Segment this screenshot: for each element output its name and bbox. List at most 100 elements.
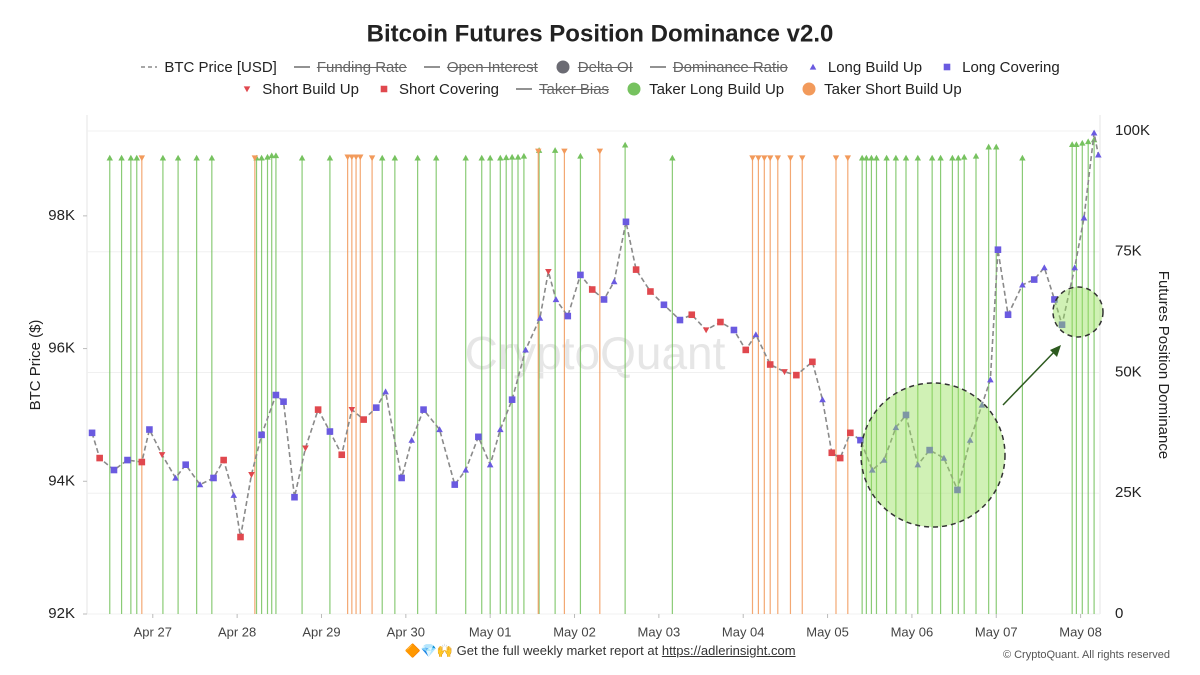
- legend-item[interactable]: BTC Price [USD]: [140, 57, 277, 77]
- signal-marker: [588, 286, 596, 293]
- signal-marker: [230, 491, 238, 498]
- signal-marker: [552, 296, 560, 303]
- legend-item[interactable]: Short Covering: [375, 79, 499, 99]
- footer-link[interactable]: https://adlerinsight.com: [661, 643, 796, 658]
- taker-cap: [368, 155, 376, 162]
- signal-marker: [1058, 321, 1066, 328]
- taker-cap: [787, 155, 794, 162]
- signal-marker: [766, 361, 774, 368]
- taker-cap: [138, 155, 146, 162]
- signal-marker: [110, 466, 118, 474]
- taker-cap: [344, 154, 351, 161]
- legend-symbol: [649, 66, 666, 68]
- legend-label: Funding Rate: [316, 58, 407, 76]
- legend-item[interactable]: Short Build Up: [238, 79, 359, 99]
- signal-marker: [220, 456, 227, 464]
- taker-cap: [348, 154, 356, 161]
- taker-cap: [844, 155, 852, 162]
- taker-cap: [873, 154, 880, 161]
- copyright: © CryptoQuant. All rights reserved: [1003, 649, 1170, 661]
- y2-tick-label: 0: [1115, 605, 1123, 622]
- arrow-line: [1002, 349, 1057, 406]
- x-tick-label: May 02: [553, 624, 596, 639]
- signal-marker: [338, 451, 346, 459]
- signal-marker: [348, 406, 356, 413]
- legend-item[interactable]: Taker Short Build Up: [800, 79, 962, 99]
- taker-cap: [535, 148, 542, 155]
- y-tick-label: 92K: [48, 605, 75, 622]
- taker-cap: [127, 154, 135, 161]
- y2-tick-label: 100K: [1115, 122, 1150, 139]
- y-tick-label: 94K: [48, 472, 75, 489]
- x-tick-label: May 04: [722, 624, 765, 639]
- signal-marker: [828, 449, 836, 457]
- signal-marker: [1080, 214, 1088, 221]
- taker-cap: [937, 154, 944, 161]
- signal-marker: [1041, 264, 1048, 271]
- arrow-head: [1050, 345, 1061, 357]
- legend-item[interactable]: Long Build Up: [804, 57, 922, 77]
- signal-marker: [819, 396, 826, 403]
- taker-cap: [749, 155, 756, 162]
- taker-cap: [520, 152, 528, 159]
- taker-cap: [193, 154, 200, 161]
- legend-mark: [809, 63, 817, 70]
- legend-mark: [556, 60, 570, 74]
- signal-marker: [237, 533, 244, 541]
- signal-marker: [451, 481, 459, 488]
- taker-cap: [928, 154, 936, 161]
- taker-cap: [379, 154, 386, 161]
- taker-cap: [863, 154, 870, 161]
- signal-marker: [146, 426, 153, 433]
- taker-cap: [208, 154, 216, 161]
- signal-marker: [272, 391, 280, 399]
- taker-cap: [357, 154, 364, 161]
- legend-item[interactable]: Dominance Ratio: [649, 57, 788, 77]
- signal-marker: [966, 436, 974, 443]
- taker-cap: [106, 154, 113, 161]
- legend-item[interactable]: Funding Rate: [293, 57, 407, 77]
- signal-marker: [408, 436, 416, 443]
- legend-mark: [627, 82, 641, 96]
- plot-area: 0 25K 50K 75K 100K 92K 94K 96K 98K Apr 27 Apr 28 Ap…: [48, 115, 1150, 639]
- signal-marker: [382, 388, 389, 395]
- taker-cap: [432, 154, 440, 161]
- signal-marker: [291, 493, 298, 501]
- annotation: [860, 286, 1104, 528]
- footer: 🔶💎🙌 Get the full weekly market report at…: [0, 643, 1200, 659]
- signal-marker: [730, 326, 738, 334]
- legend-item[interactable]: Open Interest: [423, 57, 538, 77]
- taker-cap: [478, 154, 485, 161]
- legend-mark: [943, 63, 951, 71]
- taker-cap: [1084, 138, 1092, 145]
- legend-item[interactable]: Delta OI: [554, 57, 633, 77]
- taker-cap: [159, 154, 167, 161]
- signal-marker: [836, 454, 844, 462]
- signal-marker: [182, 461, 189, 468]
- legend-symbol: [243, 86, 251, 93]
- taker-cap: [902, 154, 910, 161]
- legend-item[interactable]: Taker Long Build Up: [625, 79, 784, 99]
- signal-marker: [536, 314, 544, 321]
- signal-marker: [1019, 281, 1026, 288]
- taker-cap: [596, 148, 604, 155]
- taker-cap: [914, 154, 922, 161]
- watermark: CryptoQuant: [465, 327, 726, 379]
- taker-cap: [551, 147, 559, 153]
- legend-item[interactable]: Long Covering: [938, 57, 1060, 77]
- signal-marker: [1095, 151, 1102, 158]
- taker-cap: [669, 154, 676, 161]
- taker-cap: [858, 154, 866, 161]
- taker-cap: [892, 154, 900, 161]
- legend-item[interactable]: Taker Bias: [515, 79, 609, 99]
- signal-marker: [610, 278, 618, 285]
- taker-cap: [799, 155, 806, 162]
- signal-marker: [978, 401, 986, 408]
- taker-cap: [761, 155, 768, 162]
- taker-cap: [174, 154, 182, 161]
- highlight-circle: [1052, 286, 1104, 338]
- taker-cap: [497, 154, 504, 161]
- taker-cap: [1073, 141, 1080, 148]
- y2-axis-label: Futures Position Dominance: [1155, 271, 1172, 459]
